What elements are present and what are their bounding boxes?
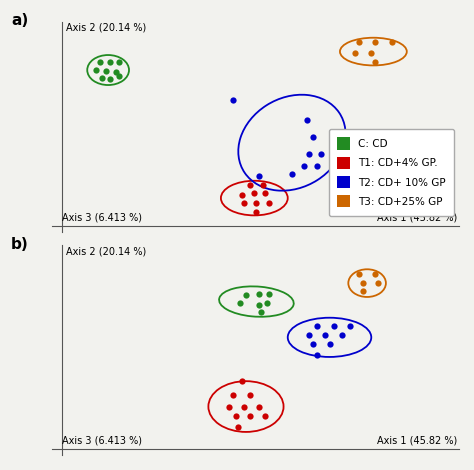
Text: Axis 3 (6.413 %): Axis 3 (6.413 %) bbox=[62, 436, 142, 446]
Text: a): a) bbox=[11, 13, 28, 28]
Text: Axis 2 (20.14 %): Axis 2 (20.14 %) bbox=[66, 246, 146, 256]
Legend: C: CD, T1: CD+4% GP., T2: CD+ 10% GP, T3: CD+25% GP: C: CD, T1: CD+4% GP., T2: CD+ 10% GP, T3… bbox=[328, 129, 454, 216]
Text: Axis 1 (45.82 %): Axis 1 (45.82 %) bbox=[377, 212, 457, 222]
Text: Axis 3 (6.413 %): Axis 3 (6.413 %) bbox=[62, 212, 142, 222]
Text: Axis 2 (20.14 %): Axis 2 (20.14 %) bbox=[66, 23, 146, 33]
Text: Axis 1 (45.82 %): Axis 1 (45.82 %) bbox=[377, 436, 457, 446]
Text: b): b) bbox=[11, 237, 29, 251]
